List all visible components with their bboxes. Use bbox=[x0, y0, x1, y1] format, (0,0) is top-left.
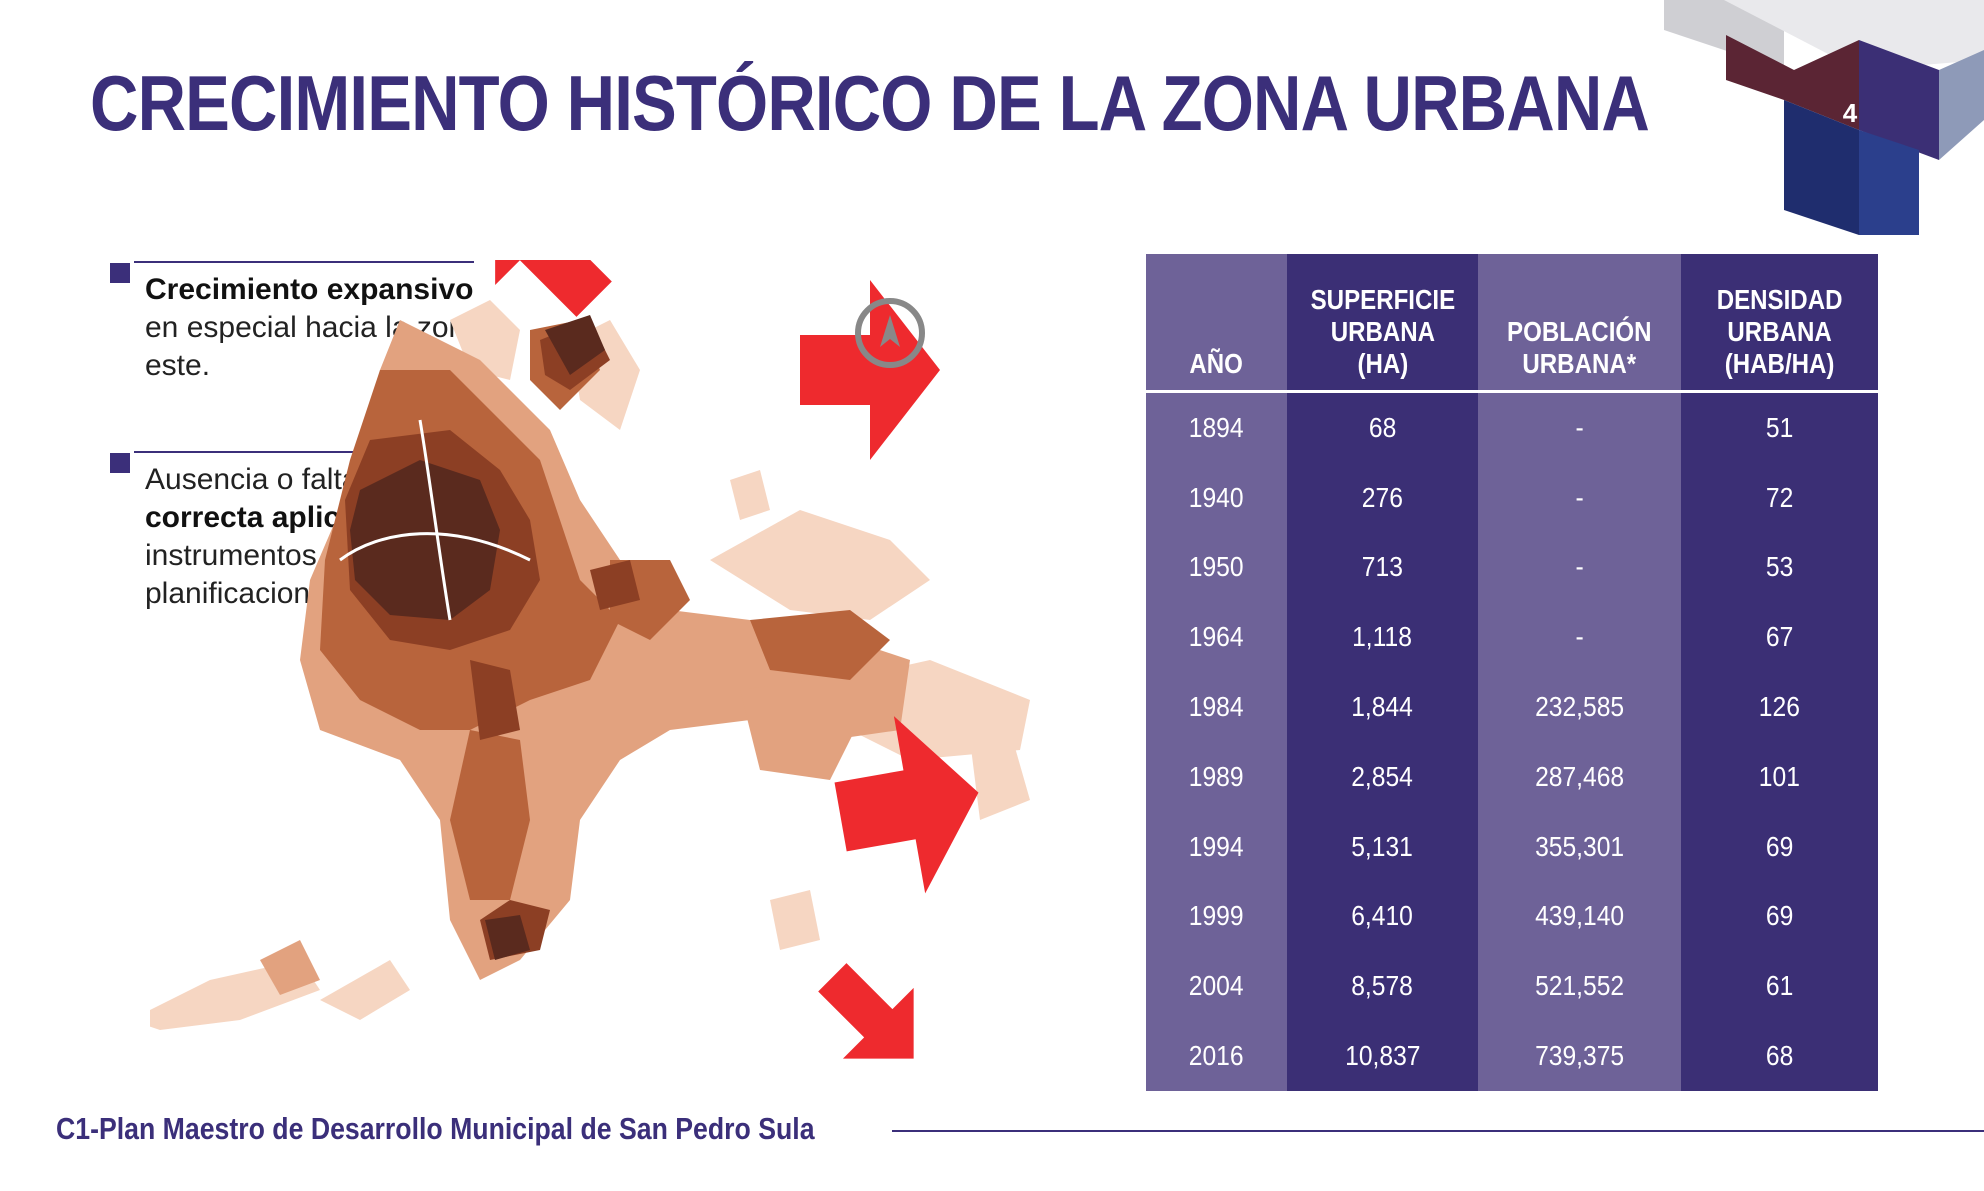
north-arrow-icon bbox=[855, 298, 925, 368]
cell-density: 61 bbox=[1680, 951, 1878, 1022]
cell-area: 5,131 bbox=[1286, 811, 1479, 882]
table-row: 1989 2,854 287,468 101 bbox=[1146, 741, 1878, 812]
cell-population: - bbox=[1478, 532, 1681, 603]
cell-year: 1950 bbox=[1146, 532, 1287, 603]
urban-growth-table: AÑO SUPERFICIE URBANA (HA) POBLACIÓN URB… bbox=[1146, 254, 1878, 1091]
cell-year: 1964 bbox=[1146, 602, 1287, 673]
growth-arrow-south-icon bbox=[818, 963, 914, 1059]
cell-year: 1999 bbox=[1146, 881, 1287, 952]
urban-growth-map bbox=[150, 260, 1030, 1059]
cell-density: 126 bbox=[1680, 672, 1878, 742]
table-row: 1940 276-72 bbox=[1146, 462, 1878, 533]
bullet-square-icon bbox=[110, 453, 130, 473]
cell-density: 53 bbox=[1680, 532, 1878, 603]
cell-area: 6,410 bbox=[1286, 881, 1479, 952]
map-road-lines bbox=[339, 419, 531, 621]
cell-population: 355,301 bbox=[1478, 811, 1681, 882]
cell-area: 1,844 bbox=[1286, 672, 1479, 742]
corner-decoration bbox=[1664, 0, 1984, 235]
growth-arrow-north-icon bbox=[495, 260, 612, 317]
cell-area: 2,854 bbox=[1286, 741, 1479, 812]
table-row: 1950 713-53 bbox=[1146, 532, 1878, 603]
cell-density: 69 bbox=[1680, 811, 1878, 882]
cell-population: 439,140 bbox=[1478, 881, 1681, 952]
table-row: 1984 1,844 232,585 126 bbox=[1146, 672, 1878, 742]
cell-area: 10,837 bbox=[1286, 1021, 1479, 1091]
cell-density: 101 bbox=[1680, 741, 1878, 812]
footer-divider bbox=[892, 1130, 1984, 1132]
cell-area: 276 bbox=[1286, 462, 1479, 533]
bullet-text: Crecimiento expansivo en especial hacia … bbox=[145, 273, 482, 382]
cell-density: 72 bbox=[1680, 462, 1878, 533]
growth-arrow-east-icon bbox=[800, 280, 940, 460]
cell-population: 739,375 bbox=[1478, 1021, 1681, 1091]
cell-area: 8,578 bbox=[1286, 951, 1479, 1022]
table-row: 2004 8,578 521,552 61 bbox=[1146, 951, 1878, 1022]
cell-density: 51 bbox=[1680, 391, 1878, 463]
cell-area: 68 bbox=[1286, 391, 1479, 463]
column-header-year: AÑO bbox=[1146, 254, 1287, 393]
page-title: CRECIMIENTO HISTÓRICO DE LA ZONA URBANA bbox=[90, 59, 1650, 147]
cell-year: 1989 bbox=[1146, 741, 1287, 812]
cell-density: 68 bbox=[1680, 1021, 1878, 1091]
cell-population: 232,585 bbox=[1478, 672, 1681, 742]
table-row: 1999 6,410 439,140 69 bbox=[1146, 881, 1878, 952]
cell-year: 1940 bbox=[1146, 462, 1287, 533]
cell-year: 2004 bbox=[1146, 951, 1287, 1022]
cell-year: 1994 bbox=[1146, 811, 1287, 882]
cell-area: 713 bbox=[1286, 532, 1479, 603]
table-row: 1964 1,118-67 bbox=[1146, 602, 1878, 673]
page-number: 4 bbox=[1842, 98, 1858, 128]
bullet-rule bbox=[134, 261, 474, 263]
cell-population: - bbox=[1478, 462, 1681, 533]
table-row: 2016 10,837 739,375 68 bbox=[1146, 1021, 1878, 1091]
cell-population: 287,468 bbox=[1478, 741, 1681, 812]
column-header-area: SUPERFICIE URBANA (HA) bbox=[1286, 254, 1479, 393]
cell-year: 1894 bbox=[1146, 391, 1287, 463]
growth-arrow-southeast-icon bbox=[834, 716, 979, 894]
bullet-rule bbox=[134, 451, 474, 453]
map-oldest-core bbox=[350, 315, 605, 960]
bullet-square-icon bbox=[110, 263, 130, 283]
cell-population: - bbox=[1478, 391, 1681, 463]
cell-density: 69 bbox=[1680, 881, 1878, 952]
cell-year: 2016 bbox=[1146, 1021, 1287, 1091]
table-header-row: AÑO SUPERFICIE URBANA (HA) POBLACIÓN URB… bbox=[1146, 254, 1878, 393]
column-header-population: POBLACIÓN URBANA* bbox=[1478, 254, 1681, 393]
column-header-density: DENSIDAD URBANA (HAB/HA) bbox=[1680, 254, 1878, 393]
cell-density: 67 bbox=[1680, 602, 1878, 673]
footer-document-title: C1-Plan Maestro de Desarrollo Municipal … bbox=[56, 1111, 815, 1146]
cell-area: 1,118 bbox=[1286, 602, 1479, 673]
cell-population: - bbox=[1478, 602, 1681, 673]
cell-year: 1984 bbox=[1146, 672, 1287, 742]
table-row: 1894 68-51 bbox=[1146, 391, 1878, 463]
cell-population: 521,552 bbox=[1478, 951, 1681, 1022]
table-row: 1994 5,131 355,301 69 bbox=[1146, 811, 1878, 882]
